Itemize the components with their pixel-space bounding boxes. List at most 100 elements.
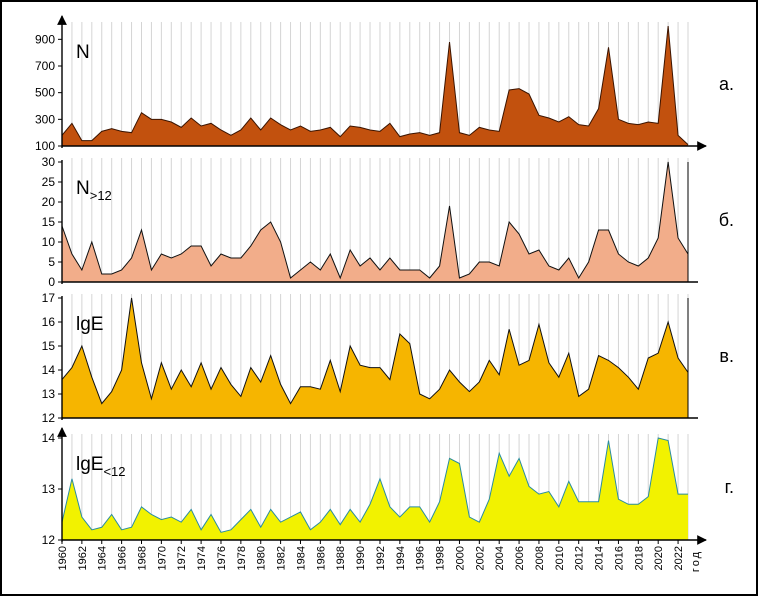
panel-label: б.	[719, 210, 734, 230]
data-point	[658, 237, 659, 238]
data-point	[409, 269, 410, 270]
data-point	[369, 367, 370, 368]
x-tick-label: 1988	[335, 546, 347, 570]
data-point	[658, 123, 659, 124]
data-point	[340, 391, 341, 392]
data-point	[648, 257, 649, 258]
data-point	[81, 140, 82, 141]
y-tick-label: 300	[35, 112, 55, 126]
data-point	[191, 509, 192, 510]
data-point	[379, 367, 380, 368]
data-point	[220, 129, 221, 130]
data-point	[518, 458, 519, 459]
data-point	[558, 377, 559, 378]
data-point	[499, 265, 500, 266]
data-point	[668, 25, 669, 26]
data-point	[111, 391, 112, 392]
series-area	[62, 298, 688, 418]
data-point	[161, 362, 162, 363]
data-point	[270, 509, 271, 510]
data-point	[509, 329, 510, 330]
x-tick-label: 2016	[613, 546, 625, 570]
data-point	[71, 253, 72, 254]
data-point	[449, 458, 450, 459]
data-point	[469, 391, 470, 392]
data-point	[638, 265, 639, 266]
data-point	[171, 257, 172, 258]
y-tick-label: 14	[42, 363, 56, 377]
x-tick-label: 1992	[375, 546, 387, 570]
data-point	[499, 453, 500, 454]
x-tick-label: 2022	[673, 546, 685, 570]
data-point	[121, 269, 122, 270]
x-tick-label: 1984	[295, 546, 307, 570]
data-point	[429, 277, 430, 278]
data-point	[220, 367, 221, 368]
data-point	[409, 506, 410, 507]
x-tick-label: 1990	[355, 546, 367, 570]
data-point	[201, 125, 202, 126]
data-point	[648, 121, 649, 122]
data-point	[558, 506, 559, 507]
data-point	[350, 509, 351, 510]
x-tick-label: 2012	[574, 546, 586, 570]
data-point	[429, 135, 430, 136]
data-point	[558, 269, 559, 270]
data-point	[181, 127, 182, 128]
data-point	[677, 237, 678, 238]
data-point	[628, 261, 629, 262]
data-point	[479, 381, 480, 382]
data-point	[71, 478, 72, 479]
data-point	[538, 115, 539, 116]
data-point	[71, 367, 72, 368]
data-point	[687, 144, 688, 145]
series-line	[61, 25, 689, 146]
data-point	[528, 93, 529, 94]
data-point	[439, 389, 440, 390]
data-point	[81, 516, 82, 517]
x-tick-label: 2020	[653, 546, 665, 570]
data-point	[399, 136, 400, 137]
data-point	[81, 269, 82, 270]
data-point	[618, 367, 619, 368]
data-point	[489, 261, 490, 262]
data-point	[161, 519, 162, 520]
data-point	[638, 124, 639, 125]
data-point	[369, 504, 370, 505]
data-point	[210, 123, 211, 124]
data-point	[141, 112, 142, 113]
data-point	[330, 509, 331, 510]
data-point	[608, 440, 609, 441]
data-point	[588, 125, 589, 126]
data-point	[101, 403, 102, 404]
data-point	[91, 140, 92, 141]
data-point	[300, 511, 301, 512]
data-point	[628, 504, 629, 505]
data-point	[459, 463, 460, 464]
data-point	[210, 265, 211, 266]
data-point	[290, 516, 291, 517]
data-point	[151, 514, 152, 515]
data-point	[399, 269, 400, 270]
data-point	[310, 261, 311, 262]
data-point	[658, 437, 659, 438]
series-name: lgE<12	[76, 454, 126, 479]
x-tick-label: 2004	[494, 546, 506, 570]
data-point	[161, 119, 162, 120]
data-point	[250, 117, 251, 118]
data-point	[568, 116, 569, 117]
data-point	[151, 119, 152, 120]
data-point	[350, 125, 351, 126]
y-tick-label: 15	[42, 339, 56, 353]
data-point	[121, 131, 122, 132]
data-point	[399, 516, 400, 517]
data-point	[499, 131, 500, 132]
series-name: N	[76, 42, 90, 63]
data-point	[429, 522, 430, 523]
data-point	[648, 496, 649, 497]
x-tick-label: 1982	[276, 546, 288, 570]
data-point	[379, 269, 380, 270]
data-point	[171, 516, 172, 517]
panel-label: в.	[719, 346, 734, 366]
data-point	[131, 527, 132, 528]
